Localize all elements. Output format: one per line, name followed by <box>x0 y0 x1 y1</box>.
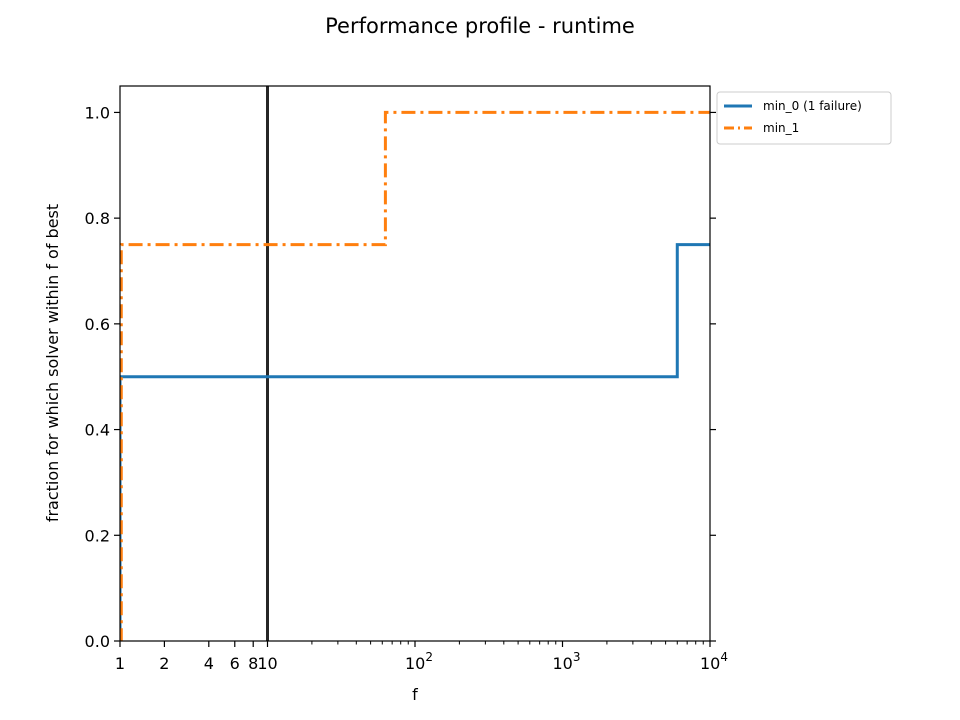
x-tick-label: 2 <box>159 654 169 673</box>
series-line-1 <box>120 243 710 641</box>
y-tick-label: 0.6 <box>85 315 110 334</box>
legend: min_0 (1 failure) min_1 <box>716 91 892 145</box>
x-axis-label: f <box>412 685 418 704</box>
plot-frame <box>119 85 711 642</box>
legend-label-1: min_0 (1 failure) <box>763 99 862 113</box>
y-tick-label: 0.8 <box>85 209 110 228</box>
y-tick-label: 0.2 <box>85 526 110 545</box>
series-line-2 <box>120 110 710 641</box>
x-tick-label: 102 <box>405 650 433 673</box>
chart-title: Performance profile - runtime <box>325 14 635 38</box>
x-tick-label: 1 <box>115 654 125 673</box>
y-axis-label: fraction for which solver within f of be… <box>43 204 62 522</box>
x-tick-label: 8 <box>248 654 258 673</box>
x-tick-label: 103 <box>553 650 581 673</box>
x-tick-label: 104 <box>700 650 728 673</box>
y-tick-label: 0.0 <box>85 632 110 651</box>
x-tick-label: 6 <box>230 654 240 673</box>
legend-box <box>716 91 892 145</box>
y-tick-label: 1.0 <box>85 103 110 122</box>
x-tick-label: 4 <box>204 654 214 673</box>
x-tick-label: 10 <box>257 654 277 673</box>
y-tick-label: 0.4 <box>85 421 110 440</box>
legend-label-2: min_1 <box>763 121 799 135</box>
